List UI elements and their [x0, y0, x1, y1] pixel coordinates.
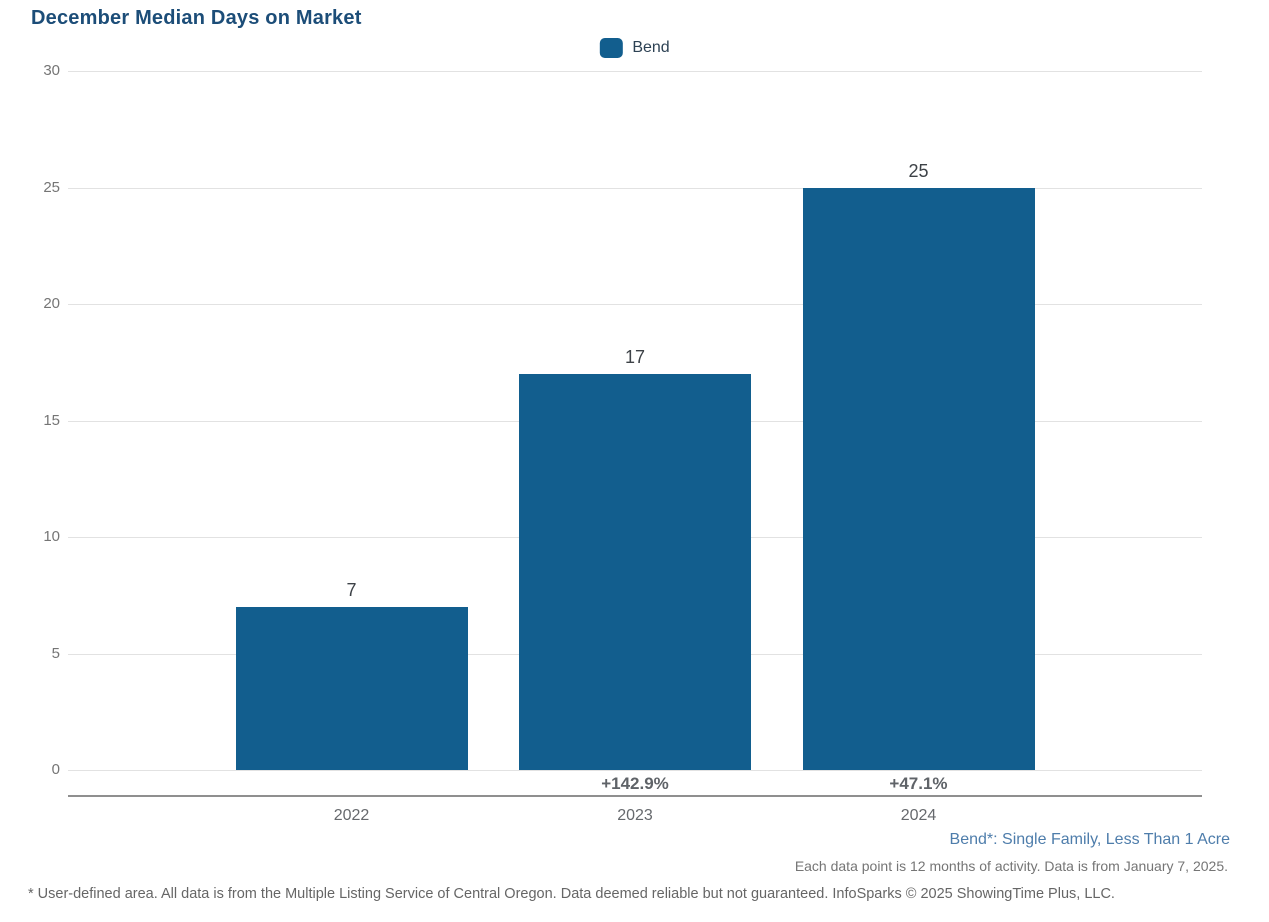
y-tick-label-10: 10: [43, 528, 60, 545]
pct-change-label-2023: +142.9%: [601, 774, 669, 793]
footnote-series-definition: Bend*: Single Family, Less Than 1 Acre: [949, 831, 1230, 848]
chart-legend: Bend: [599, 38, 670, 58]
footnote-disclaimer: * User-defined area. All data is from th…: [28, 886, 1115, 902]
y-tick-label-30: 30: [43, 62, 60, 79]
y-tick-label-20: 20: [43, 295, 60, 312]
bar-value-label-2023: 17: [624, 346, 646, 367]
legend-item-bend[interactable]: Bend: [599, 38, 670, 58]
bar-2023[interactable]: [519, 373, 751, 770]
bar-2024[interactable]: [802, 187, 1035, 770]
legend-swatch: [599, 38, 623, 58]
x-tick-label-2023: 2023: [617, 807, 653, 824]
y-tick-label-5: 5: [51, 644, 60, 662]
y-tick-label-25: 25: [43, 178, 60, 196]
x-tick-label-2022: 2022: [333, 807, 370, 824]
gridline-30: [68, 71, 1202, 72]
x-axis-line: [68, 795, 1202, 797]
bar-value-label-2022: 7: [346, 579, 357, 600]
pct-change-label-2024: +47.1%: [889, 774, 948, 793]
gridline-20: [68, 304, 1202, 305]
footnote-data-note: Each data point is 12 months of activity…: [794, 858, 1228, 874]
chart-title: December Median Days on Market: [31, 7, 362, 29]
y-tick-label-0: 0: [51, 761, 60, 778]
gridline-25: [68, 187, 1202, 189]
x-tick-label-2024: 2024: [900, 807, 937, 824]
bar-value-label-2024: 25: [908, 160, 929, 181]
bar-2022[interactable]: [235, 606, 468, 770]
y-tick-label-15: 15: [43, 411, 60, 429]
legend-label: Bend: [632, 39, 670, 56]
gridline-0: [68, 770, 1202, 771]
